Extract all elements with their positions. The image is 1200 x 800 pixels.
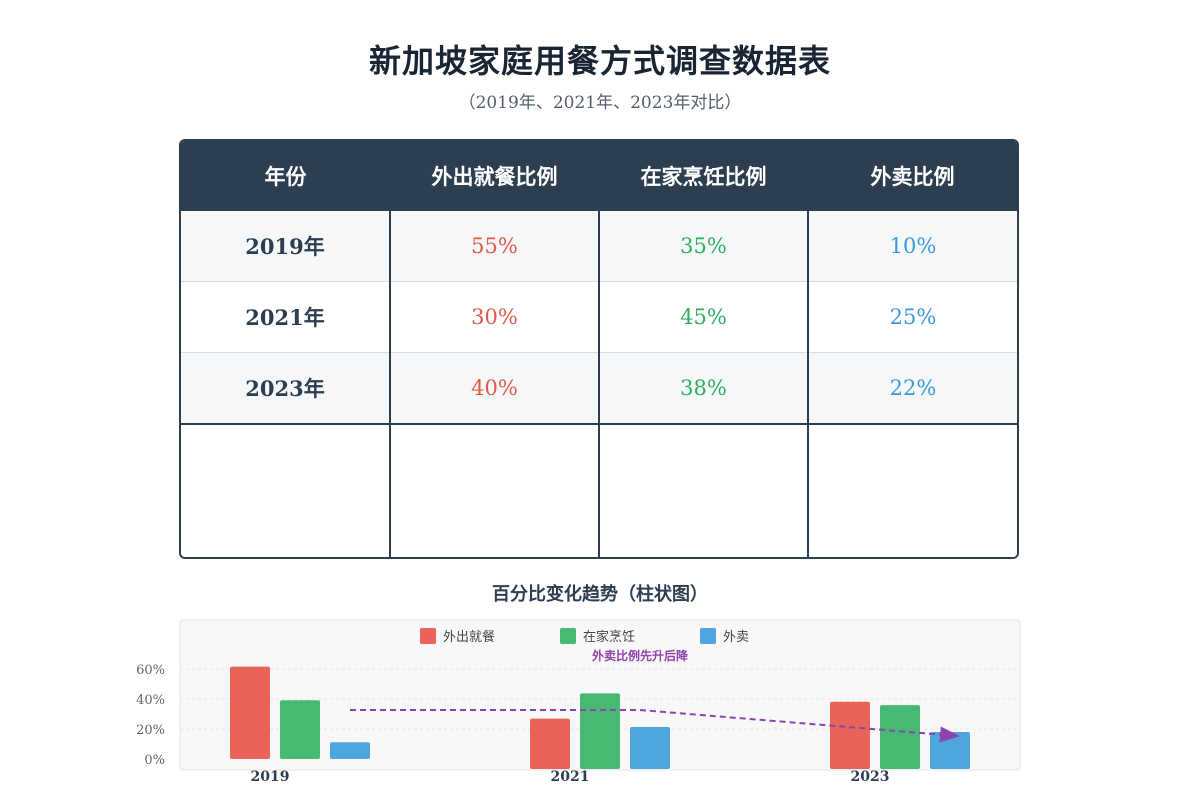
- cell-takeout: 22%: [808, 352, 1017, 425]
- chart-title: 百分比变化趋势（柱状图）: [492, 584, 708, 605]
- y-tick-label: 60%: [136, 663, 165, 678]
- header-takeout: 外卖比例: [808, 141, 1017, 211]
- annotation-text: 外卖比例先升后降: [592, 648, 689, 663]
- table-row: 2021年 30% 45% 25%: [181, 281, 1017, 353]
- header-home-cooking: 在家烹饪比例: [599, 141, 808, 211]
- empty-cell: [808, 423, 1017, 557]
- bar-外卖: [330, 742, 370, 759]
- table-empty-row: [181, 423, 1017, 557]
- legend-label: 外卖: [723, 630, 749, 645]
- cell-home-cooking: 35%: [599, 211, 809, 282]
- cell-dine-out: 30%: [390, 281, 600, 353]
- legend-label: 在家烹饪: [583, 629, 635, 645]
- x-tick-label: 2019: [251, 769, 290, 785]
- cell-home-cooking: 45%: [599, 281, 809, 353]
- cell-dine-out: 55%: [390, 211, 600, 282]
- bar-外出就餐: [830, 701, 870, 769]
- data-table: 年份 外出就餐比例 在家烹饪比例 外卖比例 2019年 55% 35% 10% …: [179, 139, 1019, 559]
- cell-takeout: 25%: [808, 281, 1017, 353]
- y-tick-label: 0%: [144, 753, 165, 768]
- y-tick-label: 40%: [136, 693, 165, 708]
- legend-label: 外出就餐: [443, 629, 495, 645]
- bar-外卖: [630, 727, 670, 769]
- legend-swatch: [700, 628, 716, 644]
- x-tick-label: 2021: [551, 769, 590, 785]
- legend-swatch: [560, 628, 576, 644]
- cell-year: 2021年: [181, 281, 391, 353]
- cell-year: 2019年: [181, 211, 391, 282]
- empty-cell: [599, 423, 809, 557]
- cell-year: 2023年: [181, 352, 391, 425]
- bar-外出就餐: [530, 718, 570, 769]
- header-year: 年份: [181, 141, 390, 211]
- bar-外卖: [930, 732, 970, 769]
- page-subtitle: （2019年、2021年、2023年对比）: [458, 93, 742, 113]
- empty-cell: [390, 423, 600, 557]
- page-title: 新加坡家庭用餐方式调查数据表: [368, 42, 831, 80]
- header-dine-out: 外出就餐比例: [390, 141, 599, 211]
- trend-arrow: [350, 709, 960, 743]
- bar-在家烹饪: [880, 705, 920, 769]
- cell-dine-out: 40%: [390, 352, 600, 425]
- cell-takeout: 10%: [808, 211, 1017, 282]
- y-tick-label: 20%: [136, 723, 165, 738]
- legend-swatch: [420, 628, 436, 644]
- bar-在家烹饪: [280, 700, 320, 759]
- table-row: 2019年 55% 35% 10%: [181, 211, 1017, 282]
- empty-cell: [181, 423, 391, 557]
- table-header-row: 年份 外出就餐比例 在家烹饪比例 外卖比例: [181, 141, 1017, 211]
- bar-外出就餐: [230, 666, 270, 759]
- x-tick-label: 2023: [851, 769, 890, 785]
- bar-在家烹饪: [580, 693, 620, 769]
- table-row: 2023年 40% 38% 22%: [181, 352, 1017, 425]
